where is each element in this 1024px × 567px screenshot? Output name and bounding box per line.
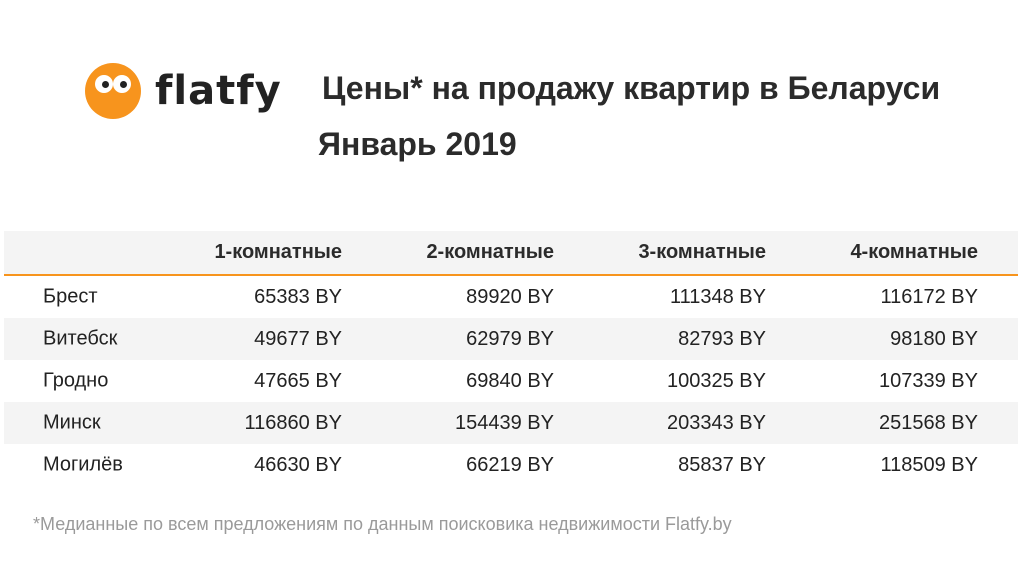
price-value: 116860 BY [244,411,343,434]
city-name: Гродно [43,369,109,392]
price-value: 66219 BY [466,453,554,476]
row-first-cell: Брест 65383 BY [4,275,342,318]
table-row: Гродно 47665 BY 69840 BY 100325 BY 107339 BY [4,360,1018,402]
row-first-cell: Витебск 49677 BY [4,318,342,360]
price-value: 111348 BY [669,285,766,308]
price-value: 89920 BY [466,285,554,308]
spacer-cell [978,360,1018,402]
city-name: Могилёв [43,453,123,476]
column-header: 4-комнатные [850,241,978,263]
spacer-cell [978,444,1018,486]
page-subtitle: Январь 2019 [318,126,517,162]
spacer-cell [978,318,1018,360]
table-header-row: 1-комнатные 2-комнатные 3-комнатные 4-ко… [4,231,1018,275]
city-name: Минск [43,411,101,434]
column-header: 3-комнатные [638,241,766,263]
row-first-cell: Минск 116860 BY [4,402,342,444]
flatfy-logo: flatfy [85,62,282,120]
price-value: 49677 BY [254,327,342,350]
table-row: Минск 116860 BY 154439 BY 203343 BY 251568 B… [4,402,1018,444]
spacer-cell [978,231,1018,275]
price-value: 251568 BY [879,411,978,434]
price-value: 65383 BY [254,285,342,308]
logo-text: flatfy [155,68,282,114]
city-name: Витебск [43,327,118,350]
table-row: Витебск 49677 BY 62979 BY 82793 BY 98180 BY [4,318,1018,360]
price-value: 47665 BY [254,369,342,392]
table-row: Брест 65383 BY 89920 BY 111348 BY 116172 BY [4,275,1018,318]
price-value: 69840 BY [466,369,554,392]
column-header: 2-комнатные [426,241,554,263]
price-value: 107339 BY [879,369,978,392]
price-value: 100325 BY [667,369,766,392]
price-value: 118509 BY [880,453,979,476]
column-header: 1-комнатные [214,241,342,263]
price-value: 62979 BY [466,327,554,350]
row-first-cell: Могилёв 46630 BY [4,444,342,486]
spacer-cell [978,275,1018,318]
price-value: 203343 BY [667,411,766,434]
price-value: 116172 BY [880,285,979,308]
price-table: 1-комнатные 2-комнатные 3-комнатные 4-ко… [4,231,1018,486]
price-value: 154439 BY [455,411,554,434]
city-name: Брест [43,285,98,308]
page-title: Цены* на продажу квартир в Беларуси [322,70,941,106]
price-value: 46630 BY [254,453,342,476]
table-row: Могилёв 46630 BY 66219 BY 85837 BY 118509 BY [4,444,1018,486]
flatfy-eyes-icon [85,63,141,119]
price-value: 85837 BY [678,453,766,476]
price-value: 98180 BY [890,327,978,350]
footnote: *Медианные по всем предложениям по данны… [33,514,732,534]
price-value: 82793 BY [678,327,766,350]
spacer-cell [978,402,1018,444]
row-first-cell: Гродно 47665 BY [4,360,342,402]
